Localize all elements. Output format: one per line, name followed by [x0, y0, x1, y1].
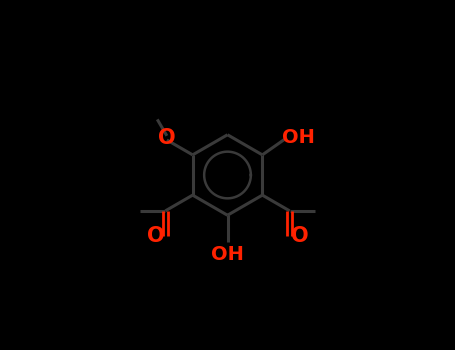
Text: O: O [291, 226, 308, 246]
Text: OH: OH [211, 245, 244, 264]
Text: O: O [158, 128, 176, 148]
Text: OH: OH [282, 128, 314, 147]
Text: O: O [147, 226, 164, 246]
